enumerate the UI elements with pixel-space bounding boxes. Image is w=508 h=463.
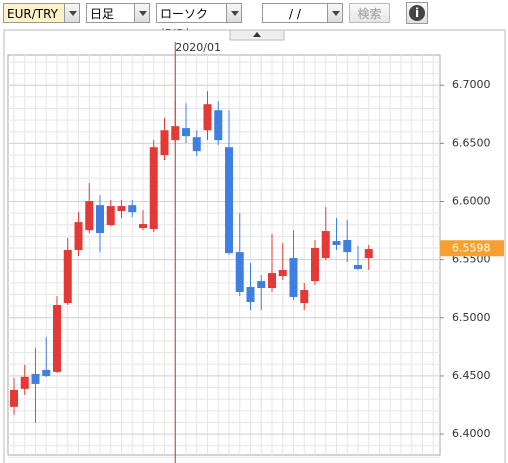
- candle-body: [117, 206, 126, 212]
- candle-body: [139, 224, 147, 229]
- dropdown-arrow[interactable]: [64, 3, 80, 23]
- candle-body: [160, 130, 169, 156]
- candle-body: [278, 270, 287, 277]
- period-select[interactable]: 日足: [86, 3, 135, 23]
- candle-body: [63, 250, 72, 304]
- dropdown-arrow[interactable]: [226, 3, 242, 23]
- candle-body: [203, 104, 212, 131]
- candle-body: [182, 128, 190, 137]
- candle-body: [10, 389, 18, 407]
- y-tick-label: 6.5000: [452, 311, 491, 324]
- info-button[interactable]: i: [406, 2, 428, 24]
- last-price-tag: [440, 240, 504, 257]
- candle-body: [42, 369, 51, 376]
- plot-area: [7, 54, 441, 456]
- candle-body: [332, 241, 341, 245]
- symbol-select[interactable]: EUR/TRY: [3, 3, 65, 23]
- candle-body: [192, 137, 201, 152]
- candle-body: [214, 110, 223, 141]
- candle-body: [96, 205, 104, 234]
- dropdown-arrow[interactable]: [134, 3, 150, 23]
- candle-body: [311, 248, 319, 282]
- chart: 6.40006.45006.50006.55006.60006.65006.70…: [3, 29, 506, 463]
- candle-body: [85, 201, 94, 231]
- collapse-arrow: [253, 32, 261, 37]
- candle-body: [289, 258, 298, 297]
- search-button[interactable]: 検索: [349, 3, 390, 23]
- candle-body: [354, 265, 362, 269]
- candle-body: [149, 147, 158, 230]
- candle-body: [74, 222, 83, 250]
- y-tick-label: 6.6500: [452, 136, 491, 149]
- candle-body: [257, 281, 266, 289]
- date-marker-label: 2020/01: [175, 41, 221, 54]
- candle-body: [235, 252, 244, 292]
- candle-body: [246, 286, 255, 302]
- info-icon: i: [409, 5, 425, 21]
- last-price-label: 6.5598: [452, 241, 491, 254]
- y-tick-label: 6.7000: [452, 78, 491, 91]
- date-input[interactable]: / /: [262, 3, 328, 23]
- candle-body: [53, 305, 61, 372]
- y-tick-label: 6.4500: [452, 369, 491, 382]
- candle-body: [106, 206, 115, 226]
- candle-body: [364, 249, 373, 259]
- candle-body: [31, 373, 40, 384]
- candle-body: [321, 231, 330, 259]
- chart-style-select[interactable]: ローソク(BID): [156, 3, 227, 41]
- candle-body: [225, 147, 233, 254]
- y-tick-label: 6.6000: [452, 195, 491, 208]
- y-tick-label: 6.4000: [452, 427, 491, 440]
- candle-body: [343, 240, 352, 253]
- candle-body: [171, 126, 180, 141]
- candle-body: [300, 290, 309, 304]
- candle-body: [128, 205, 137, 213]
- candle-body: [20, 376, 29, 389]
- candle-body: [268, 273, 276, 289]
- dropdown-arrow[interactable]: [327, 3, 343, 23]
